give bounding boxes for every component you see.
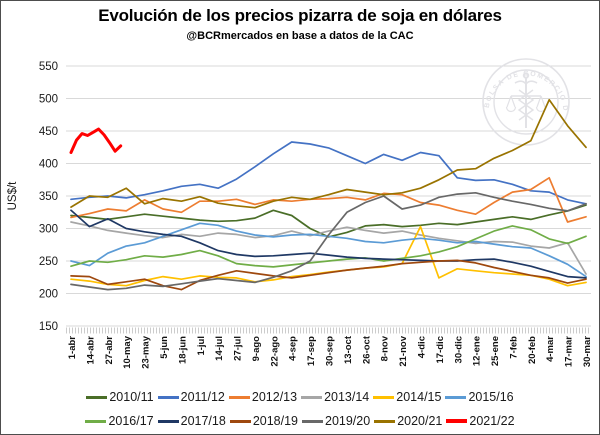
legend-label: 2012/13 xyxy=(251,390,298,404)
y-tick-label: 550 xyxy=(39,61,58,73)
x-tick-label: 4-dic xyxy=(416,336,427,358)
chart-subtitle: @BCRmercados en base a datos de la CAC xyxy=(186,30,414,42)
x-tick-label: 18-jun xyxy=(177,336,188,364)
legend-label: 2011/12 xyxy=(180,390,225,404)
legend-swatch-icon xyxy=(157,419,179,423)
legend-label: 2015/16 xyxy=(468,390,514,404)
x-tick-label: 1-abr xyxy=(67,336,78,360)
y-tick-label: 300 xyxy=(39,224,58,236)
x-tick-label: 23-may xyxy=(141,335,152,368)
x-tick-label: 12-ene xyxy=(472,336,483,366)
legend-item: 2021/22 xyxy=(446,414,515,428)
series-line-2013-14 xyxy=(70,221,587,275)
legend-swatch-icon xyxy=(85,419,107,423)
x-tick-label: 25-ene xyxy=(490,336,501,366)
legend-label: 2018/19 xyxy=(252,414,298,428)
legend-swatch-icon xyxy=(302,419,323,423)
legend-row: 2010/11 2011/12 2012/13 2013/14 2014/15 2015/… xyxy=(84,385,515,409)
chart-title: Evolución de los precios pizarra de soja… xyxy=(98,6,502,25)
legend-item: 2011/12 xyxy=(157,390,225,404)
legend-swatch-icon xyxy=(228,395,250,399)
x-tick-label: 4-sep xyxy=(288,336,299,361)
x-tick-label: 14-abr xyxy=(85,336,96,365)
legend-item: 2018/19 xyxy=(229,414,298,428)
legend-swatch-icon xyxy=(229,419,251,423)
x-tick-label: 27-abr xyxy=(104,336,115,365)
x-tick-label: 30-dic xyxy=(453,336,464,363)
y-axis-title: US$/t xyxy=(7,181,19,211)
x-tick-label: 30-sep xyxy=(325,336,336,366)
legend-label: 2017/18 xyxy=(180,414,226,428)
x-tick-label: 14-jul xyxy=(214,336,225,361)
legend-swatch-icon xyxy=(445,395,467,399)
x-tick-label: 17-sep xyxy=(306,336,317,366)
x-tick-label: 26-oct xyxy=(361,335,372,364)
legend-item: 2020/21 xyxy=(374,414,442,428)
y-tick-label: 250 xyxy=(39,256,58,268)
legend-swatch-icon xyxy=(157,395,179,399)
series-line-2020-21 xyxy=(70,98,587,209)
legend-item: 2016/17 xyxy=(85,414,154,428)
x-tick-label: 10-may xyxy=(122,335,133,368)
x-tick-label: 9-ago xyxy=(251,336,262,362)
legend-item: 2013/14 xyxy=(301,390,369,404)
x-tick-label: 13-oct xyxy=(343,335,354,364)
series-line-2017-18 xyxy=(70,209,587,279)
x-tick-label: 4-mar xyxy=(545,336,556,362)
x-tick-label: 5-jun xyxy=(159,336,170,359)
legend-label: 2013/14 xyxy=(324,390,370,404)
series-line-2019-20 xyxy=(70,191,587,291)
series-line-2011-12 xyxy=(70,141,587,205)
legend-swatch-icon xyxy=(374,419,396,423)
legend-item: 2015/16 xyxy=(445,390,514,404)
legend-row: 2016/17 2017/18 2018/19 2019/20 2020/21 2021/… xyxy=(83,409,516,433)
legend-item: 2019/20 xyxy=(302,414,370,428)
y-tick-label: 500 xyxy=(39,94,58,106)
x-tick-label: 27-jul xyxy=(233,336,244,361)
legend-item: 2017/18 xyxy=(157,414,226,428)
x-tick-label: 22-ago xyxy=(269,336,280,367)
x-tick-label: 17-dic xyxy=(435,336,446,363)
legend-label: 2020/21 xyxy=(397,414,443,428)
x-tick-label: 17-mar xyxy=(564,336,575,367)
series-line-2016-17 xyxy=(70,225,587,268)
y-tick-label: 150 xyxy=(39,321,58,333)
legend-item: 2014/15 xyxy=(373,390,441,404)
legend-item: 2010/11 xyxy=(86,390,154,404)
x-tick-label: 30-mar xyxy=(582,336,593,367)
legend-label: 2014/15 xyxy=(396,390,442,404)
x-tick-label: 8-nov xyxy=(380,335,391,361)
legend-label: 2016/17 xyxy=(108,414,154,428)
y-tick-label: 200 xyxy=(39,289,58,301)
y-tick-label: 400 xyxy=(39,159,58,171)
y-tick-label: 450 xyxy=(39,126,58,138)
legend-item: 2012/13 xyxy=(228,390,298,404)
series-line-2021-22 xyxy=(69,127,123,154)
legend-swatch-icon xyxy=(301,395,323,399)
legend-label: 2019/20 xyxy=(325,414,371,428)
legend-label: 2010/11 xyxy=(109,390,154,404)
series-line-2018-19 xyxy=(70,259,587,291)
bcr-seal-watermark-icon: BOLSA DE COMERCIO DE ROSARIO xyxy=(482,58,570,146)
legend-swatch-icon xyxy=(446,419,468,423)
x-tick-label: 20-feb xyxy=(527,336,538,364)
legend-label: 2021/22 xyxy=(469,414,515,428)
x-tick-label: 21-nov xyxy=(398,335,409,366)
x-tick-label: 1-jul xyxy=(196,336,207,356)
y-tick-label: 350 xyxy=(39,191,58,203)
legend: 2010/11 2011/12 2012/13 2013/14 2014/15 2015/… xyxy=(1,385,599,433)
legend-swatch-icon xyxy=(86,395,108,399)
legend-swatch-icon xyxy=(373,395,395,399)
x-tick-label: 7-feb xyxy=(508,336,519,359)
